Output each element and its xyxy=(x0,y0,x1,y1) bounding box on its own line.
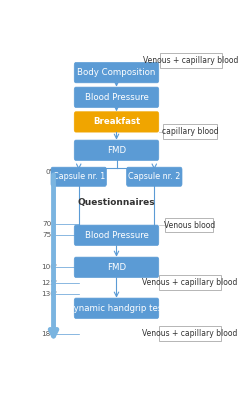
Text: 75': 75' xyxy=(42,232,54,238)
Text: 0': 0' xyxy=(46,169,52,175)
FancyBboxPatch shape xyxy=(74,140,159,160)
Text: Dynamic handgrip test: Dynamic handgrip test xyxy=(67,304,166,313)
FancyBboxPatch shape xyxy=(51,167,106,186)
Text: 70': 70' xyxy=(42,220,54,226)
Text: Venous + capillary blood: Venous + capillary blood xyxy=(142,278,238,287)
Text: Venous blood: Venous blood xyxy=(164,221,215,230)
Text: FMD: FMD xyxy=(107,146,126,155)
Text: Capsule nr. 1: Capsule nr. 1 xyxy=(52,172,105,181)
FancyBboxPatch shape xyxy=(164,124,217,139)
Text: Questionnaires: Questionnaires xyxy=(78,198,155,206)
FancyBboxPatch shape xyxy=(74,298,159,318)
Text: Venous + capillary blood: Venous + capillary blood xyxy=(144,56,239,65)
Text: 125': 125' xyxy=(41,280,57,286)
Text: 180': 180' xyxy=(41,331,57,337)
Text: capillary blood: capillary blood xyxy=(162,127,218,136)
Text: FMD: FMD xyxy=(107,263,126,272)
Text: Breakfast: Breakfast xyxy=(93,118,140,126)
Text: 130': 130' xyxy=(41,291,57,298)
FancyBboxPatch shape xyxy=(126,167,182,186)
FancyBboxPatch shape xyxy=(159,326,221,341)
Text: 100': 100' xyxy=(41,264,57,270)
FancyBboxPatch shape xyxy=(74,225,159,246)
FancyBboxPatch shape xyxy=(74,257,159,278)
Text: Capsule nr. 2: Capsule nr. 2 xyxy=(128,172,180,181)
FancyBboxPatch shape xyxy=(165,218,213,232)
Text: Body Composition: Body Composition xyxy=(77,68,156,77)
FancyBboxPatch shape xyxy=(74,62,159,83)
Text: Blood Pressure: Blood Pressure xyxy=(84,231,148,240)
FancyBboxPatch shape xyxy=(74,87,159,108)
Text: Blood Pressure: Blood Pressure xyxy=(84,93,148,102)
Text: Venous + capillary blood: Venous + capillary blood xyxy=(142,329,238,338)
FancyBboxPatch shape xyxy=(74,112,159,132)
FancyBboxPatch shape xyxy=(160,53,222,68)
FancyBboxPatch shape xyxy=(159,275,221,290)
